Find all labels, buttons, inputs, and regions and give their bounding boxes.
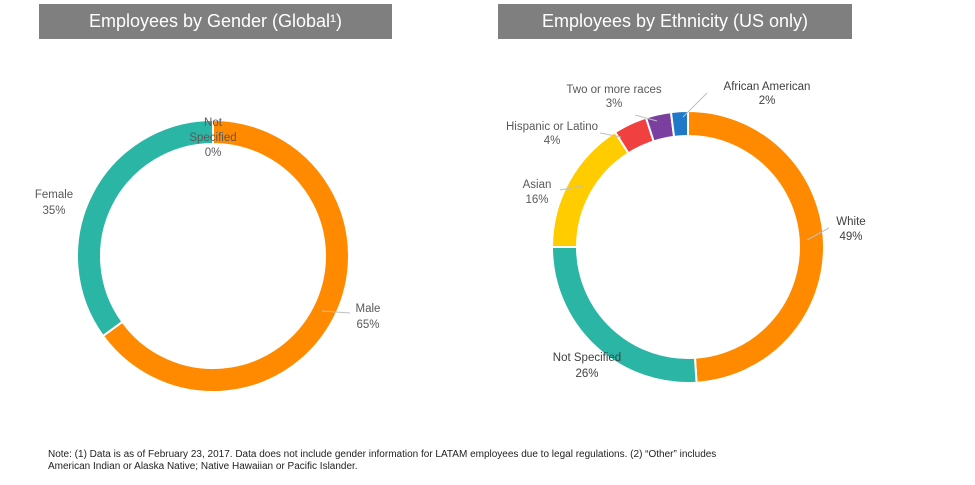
gender-label-male: Male 65% xyxy=(321,303,381,331)
eth-label-white-pct: 49% xyxy=(839,231,862,243)
eth-slice-white xyxy=(687,109,825,384)
eth-asian-leader-line xyxy=(559,185,583,191)
gender-label-not-specified-line1: Not xyxy=(204,117,223,129)
gender-label-female: Female 35% xyxy=(35,189,73,217)
gender-male-leader-line xyxy=(321,310,351,314)
footnote-line-2: American Indian or Alaska Native; Native… xyxy=(48,461,358,472)
eth-label-not-specified-name: Not Specified xyxy=(553,352,621,364)
footnote-line-1: Note: (1) Data is as of February 23, 201… xyxy=(48,449,717,460)
eth-label-african-american: African American 2% xyxy=(682,81,811,118)
eth-slice-african-american xyxy=(669,109,689,138)
eth-label-african-american-name: African American xyxy=(724,81,811,93)
eth-african-american-leader-line xyxy=(682,92,708,118)
gender-slice-male xyxy=(101,118,350,393)
gender-label-male-pct: 65% xyxy=(356,319,379,331)
gender-label-female-pct: 35% xyxy=(42,205,65,217)
ethnicity-chart-title: Employees by Ethnicity (US only) xyxy=(498,4,852,39)
eth-label-not-specified: Not Specified 26% xyxy=(553,352,621,380)
eth-label-african-american-pct: 2% xyxy=(759,95,776,107)
footnote: Note: (1) Data is as of February 23, 201… xyxy=(48,449,948,473)
ethnicity-donut xyxy=(550,109,825,384)
eth-label-hispanic: Hispanic or Latino 4% xyxy=(506,121,622,147)
gender-donut xyxy=(76,118,350,393)
eth-label-two-or-more-pct: 3% xyxy=(606,98,623,110)
eth-label-white: White 49% xyxy=(806,216,866,243)
eth-white-leader-line xyxy=(806,227,830,241)
eth-label-two-or-more: Two or more races 3% xyxy=(566,84,662,122)
eth-two-or-more-leader-line xyxy=(634,114,658,122)
gender-label-not-specified-line2: Specified xyxy=(189,132,236,144)
gender-slice-female xyxy=(76,118,214,338)
eth-label-white-name: White xyxy=(836,216,865,228)
gender-label-female-name: Female xyxy=(35,189,73,201)
eth-label-hispanic-pct: 4% xyxy=(544,135,561,147)
eth-hispanic-leader-line xyxy=(599,132,622,138)
eth-label-not-specified-pct: 26% xyxy=(575,368,598,380)
eth-label-asian-name: Asian xyxy=(523,179,552,191)
gender-label-not-specified-pct: 0% xyxy=(205,147,222,159)
eth-label-asian-pct: 16% xyxy=(525,194,548,206)
eth-label-two-or-more-name: Two or more races xyxy=(566,84,661,96)
gender-chart-title: Employees by Gender (Global¹) xyxy=(39,4,392,39)
eth-label-asian: Asian 16% xyxy=(523,179,583,206)
gender-label-not-specified: Not Specified 0% xyxy=(189,117,236,159)
gender-label-male-name: Male xyxy=(356,303,381,315)
eth-label-hispanic-name: Hispanic or Latino xyxy=(506,121,598,133)
